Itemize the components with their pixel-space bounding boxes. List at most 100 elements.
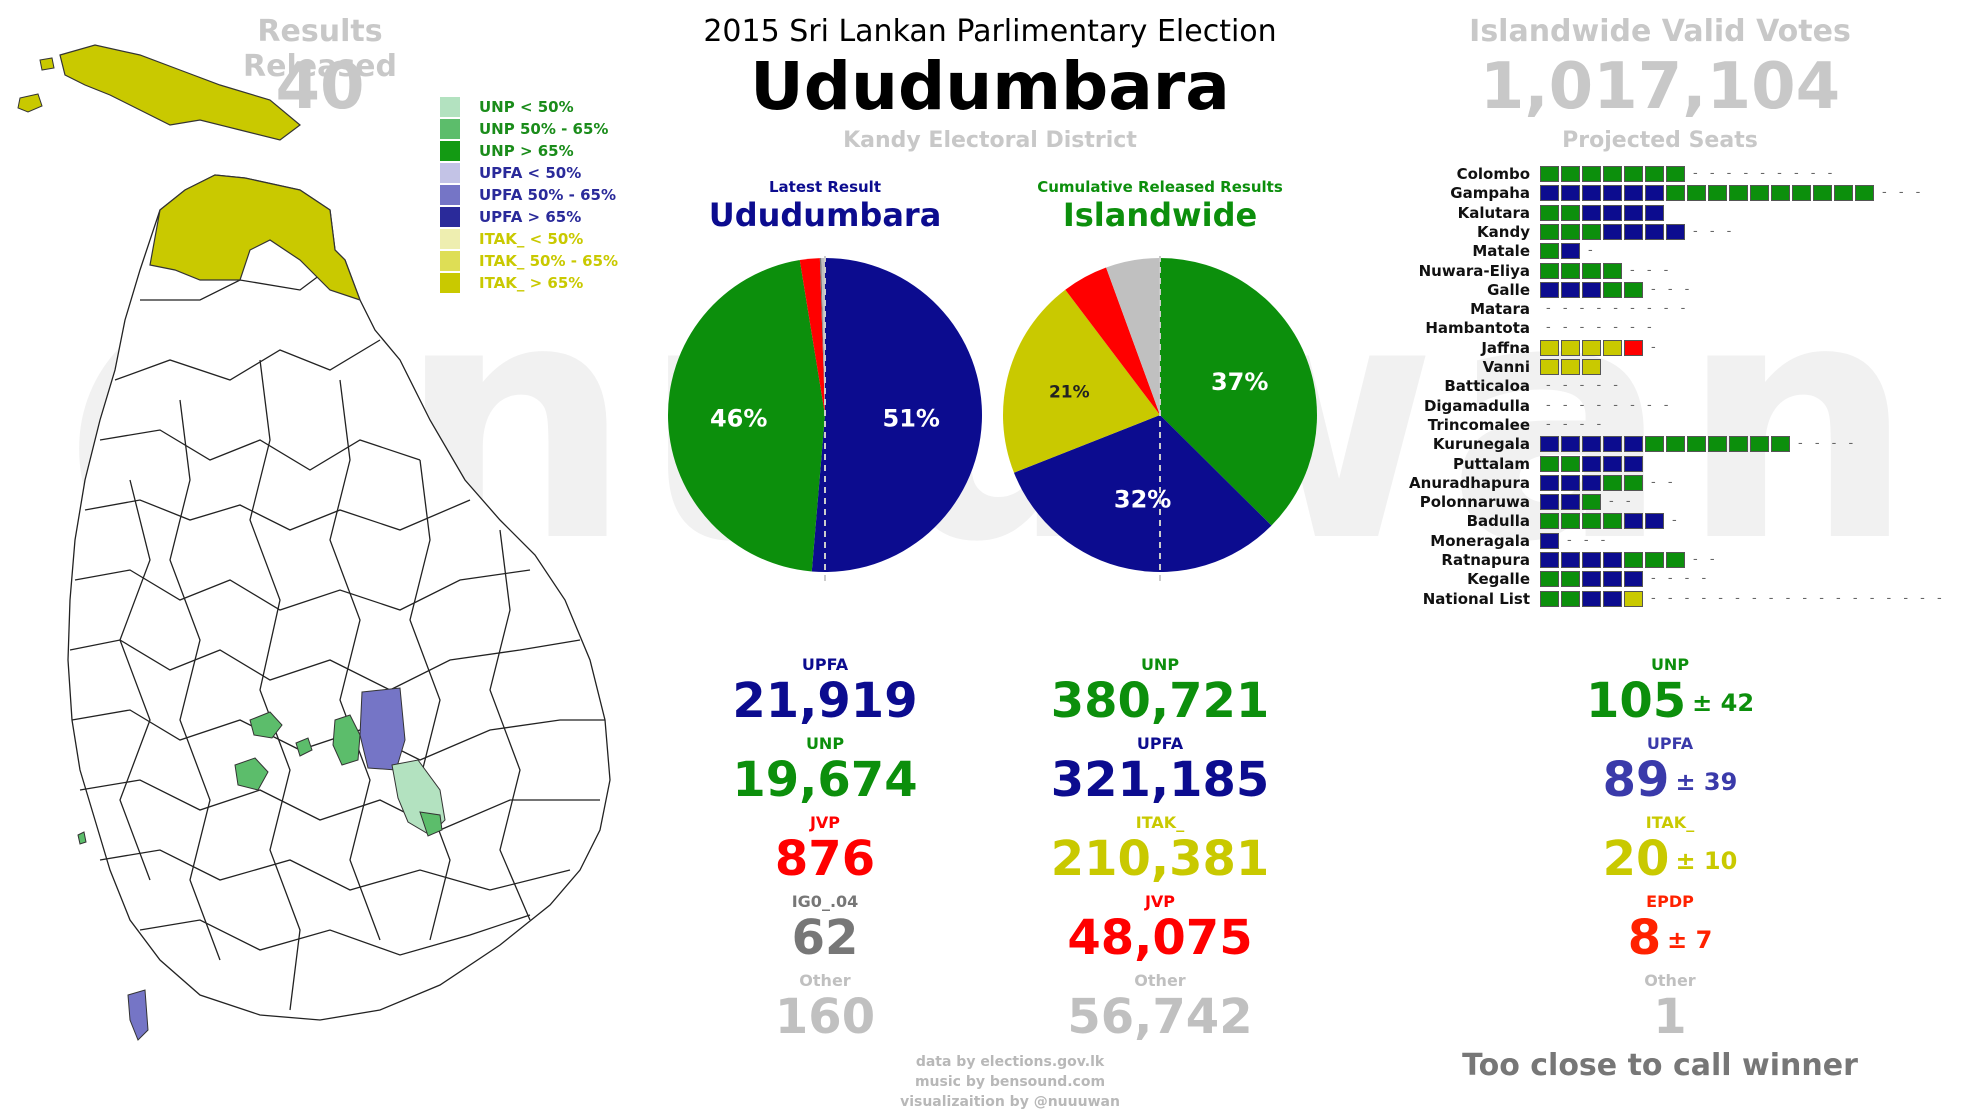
seat-box	[1540, 494, 1559, 511]
pie1-subtitle: Latest Result	[769, 178, 881, 196]
seat-box	[1582, 223, 1601, 240]
seat-boxes: - - - - -	[1540, 378, 1622, 394]
legend-swatch	[440, 119, 460, 139]
seat-box	[1540, 166, 1559, 182]
seat-box	[1855, 185, 1874, 202]
seat-district-name: Anuradhapura	[1409, 473, 1530, 492]
valid-votes-label: Islandwide Valid Votes	[1469, 14, 1851, 49]
seat-district-name: Matara	[1470, 300, 1530, 319]
seat-box	[1561, 436, 1580, 453]
seat-box	[1624, 339, 1643, 356]
legend-label: UNP 50% - 65%	[479, 120, 609, 138]
seat-undecided: - - - - - - - - -	[1693, 166, 1837, 181]
party-value: 8 ± 7	[1520, 910, 1820, 968]
seat-box	[1603, 513, 1622, 530]
party-number: 1	[1653, 989, 1687, 1045]
legend-label: UNP > 65%	[479, 142, 574, 160]
seat-box	[1540, 436, 1559, 453]
party-value: 19,674	[700, 752, 950, 808]
seat-district-name: Ratnapura	[1441, 551, 1530, 569]
pie2-subtitle: Cumulative Released Results	[1037, 178, 1283, 196]
seat-district-name: Badulla	[1466, 512, 1530, 531]
map-legend: UNP < 50% UNP 50% - 65% UNP > 65% UPFA < 50…	[440, 96, 660, 296]
seat-district-name: Polonnaruwa	[1419, 493, 1530, 512]
seat-box	[1561, 571, 1580, 588]
seat-box	[1582, 262, 1601, 279]
seat-box	[1582, 204, 1601, 221]
seat-box	[1582, 590, 1601, 607]
seat-box	[1582, 474, 1601, 491]
seat-box	[1834, 185, 1853, 202]
seat-undecided: - - -	[1567, 532, 1610, 548]
pie-slice-unp	[1160, 258, 1317, 526]
seat-row: Matale -	[1330, 242, 1930, 260]
pie-slice-upfa	[811, 258, 982, 572]
seat-box	[1561, 243, 1580, 260]
island-outline	[67, 174, 611, 1021]
island-small-2	[39, 57, 55, 71]
seat-box	[1645, 436, 1664, 453]
party-label: UPFA	[1646, 734, 1694, 753]
seat-box	[1561, 455, 1580, 472]
party-number: 56,742	[1067, 989, 1253, 1045]
legend-label: UPFA > 65%	[479, 208, 582, 226]
seat-row: Trincomalee - - - -	[1330, 416, 1930, 434]
verdict: Too close to call winner	[1462, 1048, 1858, 1083]
seat-row: Kegalle - - - -	[1330, 570, 1930, 588]
seat-box	[1624, 223, 1643, 240]
party-number: 89	[1602, 752, 1670, 808]
region-unp-west	[77, 831, 87, 845]
seat-box	[1708, 436, 1727, 453]
party-value: 89 ± 39	[1520, 752, 1820, 810]
seat-boxes: - - -	[1540, 281, 1693, 298]
seat-row: Hambantota - - - - - - -	[1330, 319, 1930, 337]
party-number: 21,919	[732, 673, 918, 729]
pie-label: 46%	[710, 404, 767, 432]
seat-box	[1603, 185, 1622, 202]
legend-item: UPFA 50% - 65%	[440, 184, 616, 206]
pie-label: 21%	[1049, 383, 1090, 403]
legend-label: ITAK_ 50% - 65%	[479, 252, 619, 270]
seat-district-name: Kalutara	[1457, 203, 1530, 222]
region-unp-5	[419, 811, 443, 837]
pie-slice-unp	[667, 260, 825, 572]
seat-box	[1561, 204, 1580, 221]
party-margin: ± 39	[1675, 768, 1738, 796]
seat-box	[1645, 223, 1664, 240]
seat-box	[1603, 436, 1622, 453]
party-number: 876	[774, 831, 876, 887]
vanni-region	[149, 174, 362, 301]
seat-box	[1603, 281, 1622, 298]
pie-label: 37%	[1211, 368, 1268, 396]
party-label: Other	[1134, 971, 1186, 990]
seat-box	[1540, 474, 1559, 491]
seat-box	[1540, 339, 1559, 356]
seat-box	[1540, 262, 1559, 279]
legend-swatch	[440, 273, 460, 293]
seat-district-name: Jaffna	[1481, 338, 1530, 357]
seat-undecided: - - -	[1882, 185, 1925, 201]
seat-box	[1750, 185, 1769, 202]
party-label: UNP	[805, 734, 845, 753]
seat-box	[1540, 281, 1559, 298]
legend-item: ITAK_ > 65%	[440, 272, 583, 294]
seat-row: Vanni	[1330, 358, 1930, 376]
seat-box	[1771, 436, 1790, 453]
seat-box	[1582, 552, 1601, 568]
seat-box	[1582, 185, 1601, 202]
party-number: 105	[1585, 673, 1687, 729]
seat-boxes: - - - -	[1540, 417, 1605, 433]
seat-undecided: - - - - - - - - - - - - - - - - - -	[1651, 590, 1946, 606]
seat-box	[1666, 185, 1685, 202]
legend-item: UPFA > 65%	[440, 206, 581, 228]
seat-undecided: - - - - - - -	[1546, 320, 1656, 336]
seat-box	[1603, 339, 1622, 356]
party-label: UNP	[1140, 655, 1180, 674]
seat-row: Kandy - - -	[1330, 223, 1930, 241]
seat-box	[1561, 185, 1580, 202]
seat-box	[1603, 223, 1622, 240]
seat-box	[1582, 339, 1601, 356]
seat-district-name: Kandy	[1477, 222, 1530, 241]
footer: data by elections.gov.lk music by bensou…	[820, 1052, 1200, 1112]
pie-slice-jvp	[799, 258, 825, 415]
